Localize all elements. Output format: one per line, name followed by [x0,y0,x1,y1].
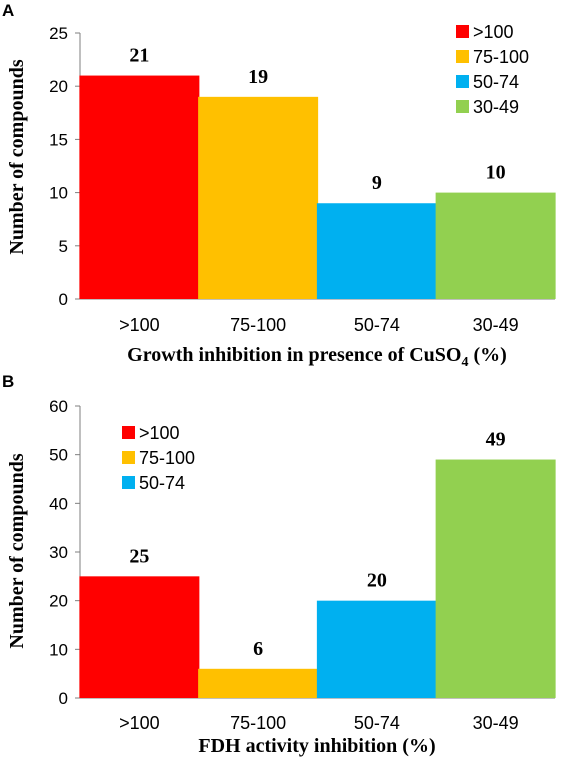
category-label-3: 50-74 [354,315,400,335]
legend-swatch-1 [122,426,135,439]
bar-2 [198,96,319,299]
panel-b-y-axis-title: Number of compounds [6,453,28,648]
panel-a-y-ticks: 0 5 10 15 20 25 [49,24,80,309]
panel-a: A Number of compounds 0 5 10 15 20 25 21 19 9 10… [2,1,556,370]
legend-label-1: >100 [473,22,514,42]
legend-swatch-3 [122,476,135,489]
bar-2 [198,668,319,698]
legend-label-1: >100 [139,423,180,443]
bar-3 [316,600,437,698]
panel-b-bars [79,459,556,698]
data-label-1: 25 [129,545,149,567]
legend-swatch-3 [456,75,469,88]
category-label-3: 50-74 [354,713,400,733]
data-label-3: 20 [367,570,387,592]
data-label-2: 6 [253,638,263,660]
legend-swatch-2 [122,451,135,464]
legend-label-3: 50-74 [473,72,519,92]
bar-1 [79,75,200,299]
legend-swatch-4 [456,100,469,113]
y-tick-label: 0 [59,290,68,309]
y-tick-label: 20 [49,592,68,611]
panel-b-letter: B [2,372,14,391]
category-label-2: 75-100 [230,315,286,335]
y-tick-label: 50 [49,446,68,465]
data-label-4: 49 [486,429,506,451]
category-label-1: >100 [119,713,160,733]
bar-3 [316,203,437,299]
category-label-2: 75-100 [230,713,286,733]
panel-a-letter: A [2,1,14,20]
panel-a-x-axis-title-main: Growth inhibition in presence of CuSO [127,344,461,366]
legend-label-4: 30-49 [473,97,519,117]
legend-label-3: 50-74 [139,473,185,493]
panel-b-y-ticks: 0 10 20 30 40 50 60 [49,397,80,708]
y-tick-label: 0 [59,689,68,708]
panel-a-y-axis-title: Number of compounds [6,59,28,254]
legend-swatch-1 [456,25,469,38]
bar-4 [435,459,556,698]
category-label-4: 30-49 [473,315,519,335]
y-tick-label: 20 [49,77,68,96]
data-label-3: 9 [372,172,382,194]
data-label-4: 10 [486,162,506,184]
panel-a-x-axis-title: Growth inhibition in presence of CuSO4 (… [127,344,507,370]
panel-a-category-labels: >100 75-100 50-74 30-49 [119,315,519,335]
y-tick-label: 10 [49,640,68,659]
panel-a-x-axis-title-tail: (%) [469,344,507,366]
panel-a-data-labels: 21 19 9 10 [129,45,505,195]
y-tick-label: 40 [49,494,68,513]
category-label-1: >100 [119,315,160,335]
panel-b-legend: >100 75-100 50-74 [122,423,195,493]
y-tick-label: 10 [49,184,68,203]
y-tick-label: 60 [49,397,68,416]
panel-b-data-labels: 25 6 20 49 [129,429,505,660]
panel-a-legend: >100 75-100 50-74 30-49 [456,22,529,117]
panel-b-x-axis-title: FDH activity inhibition (%) [198,735,435,757]
panel-b-category-labels: >100 75-100 50-74 30-49 [119,713,519,733]
y-tick-label: 5 [59,237,68,256]
panel-a-x-axis-title-subscript: 4 [462,355,469,370]
data-label-1: 21 [129,45,149,67]
y-tick-label: 15 [49,130,68,149]
category-label-4: 30-49 [473,713,519,733]
legend-swatch-2 [456,50,469,63]
panel-a-bars [79,75,556,299]
bar-4 [435,192,556,299]
y-tick-label: 30 [49,543,68,562]
legend-label-2: 75-100 [473,47,529,67]
bar-1 [79,576,200,698]
y-tick-label: 25 [49,24,68,43]
data-label-2: 19 [248,66,268,88]
legend-label-2: 75-100 [139,448,195,468]
